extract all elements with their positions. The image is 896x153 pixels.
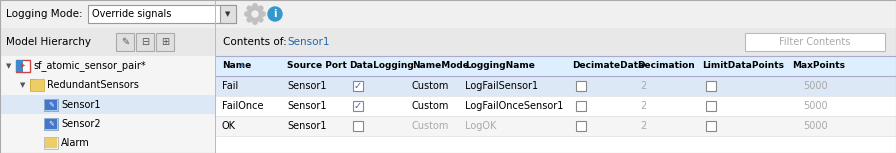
Bar <box>576 121 586 131</box>
Text: LogFailSensor1: LogFailSensor1 <box>465 81 538 91</box>
Bar <box>216 56 896 153</box>
Text: LogOK: LogOK <box>465 121 496 131</box>
Text: ▼: ▼ <box>20 82 25 88</box>
Bar <box>216 76 896 96</box>
Text: 2: 2 <box>640 121 646 131</box>
Bar <box>156 33 174 51</box>
Text: ✎: ✎ <box>48 121 54 127</box>
Text: ✎: ✎ <box>48 101 54 108</box>
Text: OK: OK <box>222 121 236 131</box>
Text: Logging Mode:: Logging Mode: <box>6 9 82 19</box>
Text: Custom: Custom <box>412 121 450 131</box>
Text: Sensor1: Sensor1 <box>287 101 326 111</box>
Text: DataLogging: DataLogging <box>349 62 414 71</box>
Bar <box>576 101 586 111</box>
Text: Override signals: Override signals <box>92 9 171 19</box>
Text: Sensor1: Sensor1 <box>287 81 326 91</box>
Text: ▼: ▼ <box>6 63 12 69</box>
Circle shape <box>253 4 257 8</box>
Text: LoggingName: LoggingName <box>465 62 535 71</box>
Circle shape <box>252 11 258 17</box>
Bar <box>0 28 896 56</box>
Bar <box>30 79 44 91</box>
Circle shape <box>245 12 249 16</box>
Text: Name: Name <box>222 62 251 71</box>
Bar <box>0 95 215 114</box>
Text: ✓: ✓ <box>354 101 362 111</box>
Text: Sensor1: Sensor1 <box>287 37 330 47</box>
Bar <box>215 0 216 153</box>
Circle shape <box>247 6 252 11</box>
Text: 5000: 5000 <box>804 121 828 131</box>
Text: ✎: ✎ <box>121 37 129 47</box>
Bar <box>30 82 37 85</box>
Text: Custom: Custom <box>412 81 450 91</box>
Text: 5000: 5000 <box>804 101 828 111</box>
Text: 5000: 5000 <box>804 81 828 91</box>
Text: i: i <box>273 9 277 19</box>
Circle shape <box>258 17 263 22</box>
Text: Contents of:: Contents of: <box>223 37 287 47</box>
Bar <box>44 118 58 130</box>
Text: NameMode: NameMode <box>412 62 469 71</box>
Text: ✓: ✓ <box>354 81 362 91</box>
Bar <box>88 5 236 23</box>
Bar <box>136 33 154 51</box>
Text: RedundantSensors: RedundantSensors <box>47 80 139 90</box>
Text: 2: 2 <box>640 101 646 111</box>
Bar <box>216 116 896 136</box>
Text: MaxPoints: MaxPoints <box>792 62 845 71</box>
Bar <box>220 5 236 23</box>
Text: Filter Contents: Filter Contents <box>780 37 850 47</box>
Bar <box>745 33 885 51</box>
Circle shape <box>261 12 265 16</box>
Bar <box>30 82 44 91</box>
Bar <box>0 0 896 28</box>
Bar <box>216 56 896 76</box>
Bar <box>706 81 716 91</box>
Circle shape <box>253 20 257 24</box>
Text: Fail: Fail <box>222 81 238 91</box>
Bar <box>16 60 23 72</box>
Bar <box>116 33 134 51</box>
Text: LimitDataPoints: LimitDataPoints <box>702 62 784 71</box>
Text: Source Port: Source Port <box>287 62 347 71</box>
Bar <box>45 119 57 129</box>
Circle shape <box>247 17 252 22</box>
Text: Decimation: Decimation <box>637 62 694 71</box>
Text: ⊟: ⊟ <box>141 37 149 47</box>
Bar <box>44 99 58 110</box>
Circle shape <box>268 7 282 21</box>
Text: sf_atomic_sensor_pair*: sf_atomic_sensor_pair* <box>33 60 146 71</box>
Bar <box>16 60 30 72</box>
Text: Model Hierarchy: Model Hierarchy <box>6 37 91 47</box>
Text: ▼: ▼ <box>225 11 230 17</box>
Bar <box>45 99 57 110</box>
Bar <box>353 101 363 111</box>
Bar <box>44 137 58 149</box>
Circle shape <box>258 6 263 11</box>
Text: ▶: ▶ <box>21 63 25 68</box>
Text: LogFailOnceSensor1: LogFailOnceSensor1 <box>465 101 564 111</box>
Bar <box>576 81 586 91</box>
Text: ⊞: ⊞ <box>161 37 169 47</box>
Bar <box>45 138 57 148</box>
Bar <box>216 96 896 116</box>
Bar <box>353 81 363 91</box>
Text: 2: 2 <box>640 81 646 91</box>
Text: ▲: ▲ <box>240 62 245 67</box>
Bar <box>706 121 716 131</box>
Text: Sensor2: Sensor2 <box>61 119 100 129</box>
Text: Sensor1: Sensor1 <box>287 121 326 131</box>
Text: Sensor1: Sensor1 <box>61 99 100 110</box>
Text: DecimateData: DecimateData <box>572 62 644 71</box>
Bar <box>0 56 215 153</box>
Bar <box>706 101 716 111</box>
Bar <box>353 121 363 131</box>
Text: Alarm: Alarm <box>61 138 90 148</box>
Circle shape <box>248 7 262 21</box>
Text: FailOnce: FailOnce <box>222 101 263 111</box>
Bar <box>30 79 37 83</box>
Text: Custom: Custom <box>412 101 450 111</box>
